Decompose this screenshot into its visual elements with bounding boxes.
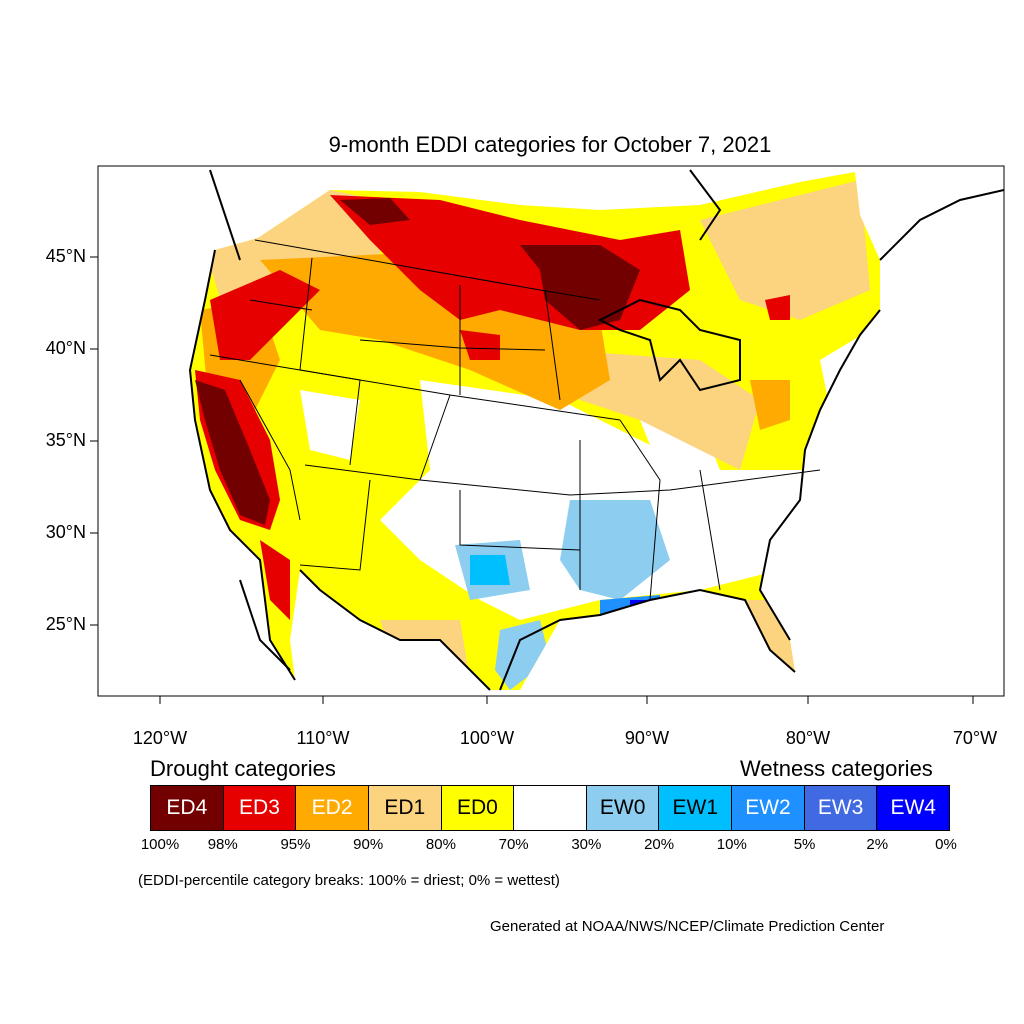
legend-swatch-neutral bbox=[514, 786, 587, 830]
lon-label-80: 80°W bbox=[785, 728, 831, 748]
legend-swatch-ew4: EW4 bbox=[877, 786, 950, 830]
wetness-categories-heading: Wetness categories bbox=[740, 756, 933, 781]
coastlines bbox=[188, 169, 1004, 691]
category-note: (EDDI-percentile category breaks: 100% =… bbox=[138, 872, 560, 889]
percentile-label: 70% bbox=[498, 836, 529, 853]
percentile-label: 95% bbox=[280, 836, 311, 853]
legend-swatch-ew2: EW2 bbox=[732, 786, 805, 830]
percentile-label: 98% bbox=[207, 836, 238, 853]
axis-ticks bbox=[90, 256, 974, 704]
legend-swatch-ew1: EW1 bbox=[659, 786, 733, 830]
percentile-label: 0% bbox=[935, 836, 957, 853]
legend-swatch-ed3: ED3 bbox=[223, 786, 297, 830]
percentile-label: 10% bbox=[716, 836, 747, 853]
percentile-label: 5% bbox=[793, 836, 816, 853]
legend-swatch-ed2: ED2 bbox=[296, 786, 369, 830]
percentile-label: 90% bbox=[353, 836, 384, 853]
percentile-label: 100% bbox=[140, 836, 180, 853]
map-title: 9-month EDDI categories for October 7, 2… bbox=[328, 132, 772, 157]
legend-swatch-ed4: ED4 bbox=[151, 786, 224, 830]
lon-label-100: 100°W bbox=[459, 728, 515, 748]
lat-label-40: 40°N bbox=[45, 338, 86, 358]
lat-label-45: 45°N bbox=[45, 246, 86, 266]
lat-label-35: 35°N bbox=[45, 430, 86, 450]
lat-label-30: 30°N bbox=[45, 522, 86, 542]
category-legend: ED4 ED3 ED2 ED1 ED0 EW0 EW1 EW2 EW3 EW4 bbox=[150, 785, 950, 831]
legend-swatch-ew0: EW0 bbox=[586, 786, 660, 830]
credit-line: Generated at NOAA/NWS/NCEP/Climate Predi… bbox=[490, 918, 885, 935]
lon-label-70: 70°W bbox=[952, 728, 998, 748]
lat-label-25: 25°N bbox=[45, 614, 86, 634]
legend-swatch-ed1: ED1 bbox=[368, 786, 442, 830]
drought-categories-heading: Drought categories bbox=[150, 756, 336, 781]
lon-label-110: 110°W bbox=[296, 728, 350, 748]
legend-swatch-ed0: ED0 bbox=[441, 786, 515, 830]
lon-label-120: 120°W bbox=[132, 728, 188, 748]
percentile-label: 80% bbox=[425, 836, 456, 853]
state-boundaries bbox=[209, 239, 821, 601]
percentile-label: 2% bbox=[866, 836, 889, 853]
legend-swatch-ew3: EW3 bbox=[804, 786, 878, 830]
lon-label-90: 90°W bbox=[624, 728, 670, 748]
percentile-label: 20% bbox=[644, 836, 675, 853]
percentile-label: 30% bbox=[571, 836, 602, 853]
